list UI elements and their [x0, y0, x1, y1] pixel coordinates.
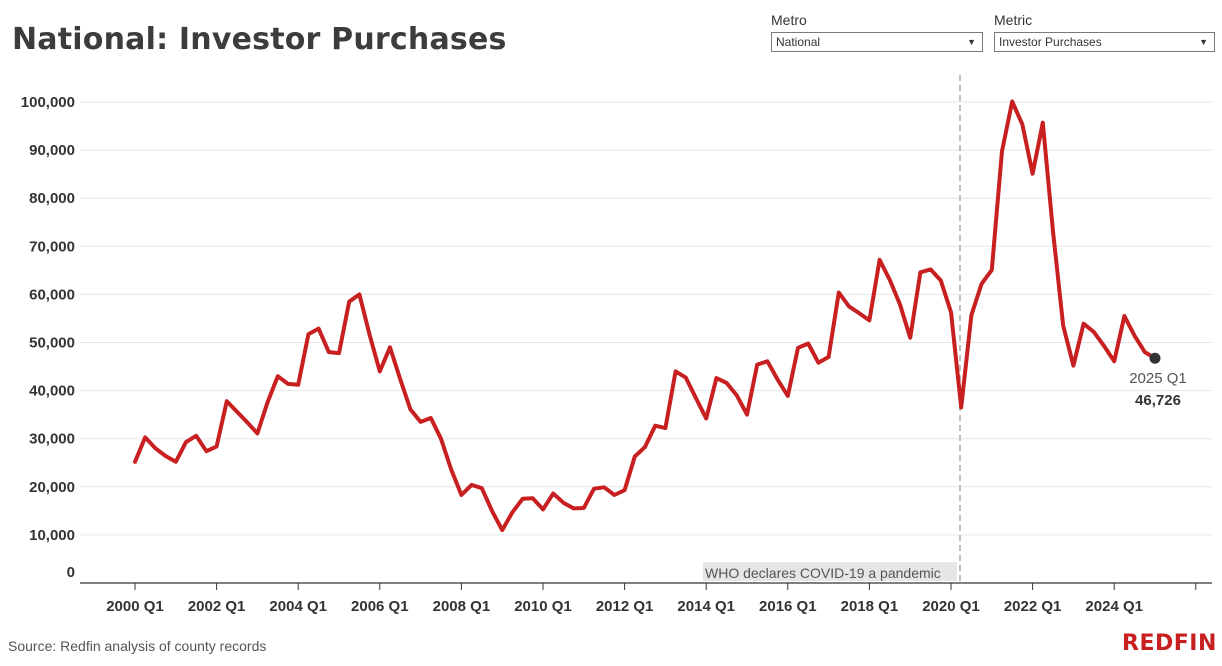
- y-tick-label: 70,000: [29, 238, 75, 255]
- page-title: National: Investor Purchases: [12, 22, 507, 57]
- metric-dropdown[interactable]: Investor Purchases ▼: [994, 32, 1215, 52]
- y-axis-ticks: 0 10,000 20,000 30,000 40,000 50,000 60,000 70,…: [21, 94, 75, 581]
- x-tick-label: 2010 Q1: [514, 598, 572, 615]
- source-note: Source: Redfin analysis of county record…: [8, 638, 267, 654]
- x-axis-ticks: 2000 Q1 2002 Q1 2004 Q1 2006 Q1 2008 Q1 2010 …: [106, 583, 1197, 615]
- x-tick-label: 2022 Q1: [1004, 598, 1062, 615]
- y-tick-label: 40,000: [29, 383, 75, 400]
- y-tick-label: 20,000: [29, 479, 75, 496]
- annotation-label-background: [703, 562, 957, 581]
- last-point-label: 2025 Q1: [1129, 370, 1187, 387]
- y-tick-label: 50,000: [29, 335, 75, 352]
- metro-filter: Metro National ▼: [771, 12, 983, 52]
- last-point-value-label: 46,726: [1135, 392, 1181, 409]
- y-tick-label: 30,000: [29, 431, 75, 448]
- y-tick-label: 0: [67, 564, 75, 581]
- metric-filter-label: Metric: [994, 12, 1033, 28]
- metro-dropdown[interactable]: National ▼: [771, 32, 983, 52]
- x-tick-label: 2012 Q1: [596, 598, 654, 615]
- annotation-label: WHO declares COVID-19 a pandemic: [705, 565, 941, 581]
- metric-dropdown-value: Investor Purchases: [999, 35, 1102, 49]
- chevron-down-icon: ▼: [1199, 37, 1208, 47]
- metric-filter: Metric Investor Purchases ▼: [994, 12, 1215, 52]
- x-tick-label: 2002 Q1: [188, 598, 246, 615]
- y-tick-label: 60,000: [29, 286, 75, 303]
- gridlines: [80, 101, 1212, 536]
- y-tick-label: 10,000: [29, 527, 75, 544]
- x-tick-label: 2024 Q1: [1085, 598, 1143, 615]
- x-tick-label: 2016 Q1: [759, 598, 817, 615]
- x-tick-label: 2004 Q1: [269, 598, 327, 615]
- redfin-logo: REDFIN: [1122, 631, 1217, 656]
- series-line: [133, 99, 1157, 533]
- chevron-down-icon: ▼: [967, 37, 976, 47]
- x-tick-label: 2000 Q1: [106, 598, 164, 615]
- x-tick-label: 2020 Q1: [922, 598, 980, 615]
- y-tick-label: 80,000: [29, 190, 75, 207]
- line-chart: 0 10,000 20,000 30,000 40,000 50,000 60,000 70,…: [21, 75, 1212, 615]
- metro-filter-label: Metro: [771, 12, 807, 28]
- x-tick-label: 2006 Q1: [351, 598, 409, 615]
- x-tick-label: 2018 Q1: [841, 598, 899, 615]
- y-tick-label: 100,000: [21, 94, 75, 111]
- x-tick-label: 2008 Q1: [433, 598, 491, 615]
- metro-dropdown-value: National: [776, 35, 821, 49]
- last-point-marker: [1149, 352, 1161, 364]
- y-tick-label: 90,000: [29, 142, 75, 159]
- x-tick-label: 2014 Q1: [677, 598, 735, 615]
